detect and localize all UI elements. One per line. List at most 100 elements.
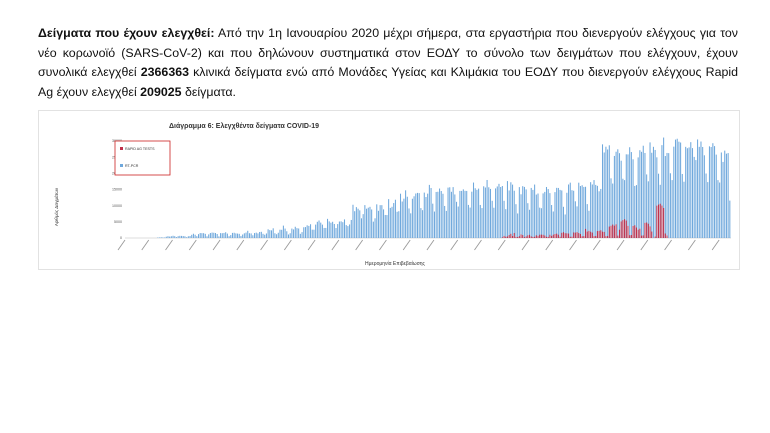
bar-rapid-ag — [510, 233, 512, 238]
bar-rt-pcr — [355, 207, 357, 238]
bar-rt-pcr — [237, 233, 239, 238]
bar-rapid-ag — [549, 234, 551, 238]
bar-rt-pcr — [569, 182, 571, 238]
bar-rt-pcr — [715, 154, 717, 238]
bar-rt-pcr — [498, 183, 500, 238]
bar-rt-pcr — [450, 191, 452, 238]
bar-rt-pcr — [192, 233, 194, 238]
chart-legend: RAPID AG TESTS RT-PCR — [114, 140, 171, 176]
bar-rt-pcr — [427, 193, 429, 238]
bar-rt-pcr — [530, 187, 532, 238]
bar-rt-pcr — [270, 230, 273, 238]
bar-rt-pcr — [464, 190, 466, 238]
x-tick-mark — [188, 239, 197, 251]
bar-rt-pcr — [586, 204, 588, 238]
bar-rapid-ag — [574, 232, 576, 238]
bar-rt-pcr — [552, 211, 554, 238]
bar-rapid-ag — [646, 222, 648, 238]
bar-rt-pcr — [289, 233, 291, 238]
bar-rt-pcr — [282, 225, 284, 238]
bar-rt-pcr — [688, 147, 690, 238]
bar-rt-pcr — [644, 152, 646, 238]
bar-rt-pcr — [298, 228, 300, 238]
bar-rapid-ag — [501, 237, 503, 238]
bar-rt-pcr — [559, 189, 561, 238]
bar-rt-pcr — [279, 229, 281, 238]
bar-rt-pcr — [242, 234, 244, 238]
bar-rt-pcr — [534, 184, 536, 238]
bar-rt-pcr — [165, 236, 167, 238]
legend-label-rapid: RAPID AG TESTS — [125, 147, 155, 151]
bar-rt-pcr — [333, 223, 335, 238]
x-tick-mark — [212, 239, 221, 251]
bar-rt-pcr — [293, 229, 295, 238]
bar-rapid-ag — [595, 235, 597, 238]
bar-rt-pcr — [481, 208, 483, 238]
bar-rt-pcr — [674, 139, 677, 238]
bar-rt-pcr — [452, 187, 454, 238]
bar-rt-pcr — [476, 189, 478, 238]
bar-rt-pcr — [598, 191, 600, 238]
bar-rapid-ag — [651, 231, 653, 238]
bar-rt-pcr — [605, 146, 607, 238]
bar-rapid-ag — [663, 207, 665, 238]
bar-rt-pcr — [197, 234, 200, 238]
chart-frame: Διάγραμμα 6: Ελεγχθέντα δείγματα COVID-1… — [38, 110, 740, 270]
bar-rapid-ag — [664, 233, 666, 238]
bar-rt-pcr — [169, 236, 171, 238]
tests-chart: Διάγραμμα 6: Ελεγχθέντα δείγματα COVID-1… — [53, 122, 731, 267]
bar-rt-pcr — [272, 228, 274, 238]
x-tick-mark — [141, 239, 150, 251]
bar-rt-pcr — [398, 211, 400, 238]
bar-rt-pcr — [316, 221, 318, 238]
bar-rt-pcr — [496, 186, 498, 238]
bar-rt-pcr — [544, 191, 546, 238]
bar-rt-pcr — [676, 138, 678, 238]
legend-label-pcr: RT-PCR — [125, 164, 139, 168]
bar-rt-pcr — [474, 188, 476, 238]
bar-rt-pcr — [613, 155, 615, 238]
bar-rapid-ag — [641, 235, 643, 238]
legend-swatch-rapid — [120, 147, 123, 150]
bar-rt-pcr — [294, 226, 296, 238]
bar-rapid-ag — [573, 232, 575, 238]
bar-rt-pcr — [340, 221, 342, 238]
bar-rt-pcr — [175, 237, 177, 238]
bar-rt-pcr — [686, 148, 688, 238]
bar-rt-pcr — [230, 235, 232, 238]
bar-rt-pcr — [583, 186, 585, 238]
bar-rt-pcr — [313, 229, 315, 238]
bar-rt-pcr — [566, 192, 568, 238]
bar-rapid-ag — [585, 228, 587, 238]
bar-rt-pcr — [231, 232, 233, 238]
bar-rt-pcr — [410, 213, 412, 238]
bar-rt-pcr — [325, 227, 327, 238]
bar-rt-pcr — [416, 192, 419, 238]
bar-rapid-ag — [535, 235, 537, 238]
bar-rapid-ag — [568, 233, 570, 238]
bar-rt-pcr — [547, 189, 549, 238]
bar-rt-pcr — [483, 186, 485, 238]
paragraph-text-2: κλινικά δείγματα ενώ από Μονάδες Υγείας … — [38, 65, 738, 99]
bar-rt-pcr — [540, 208, 542, 238]
x-tick-mark — [307, 239, 316, 251]
bar-rt-pcr — [669, 173, 671, 238]
bar-rapid-ag — [581, 236, 583, 238]
bar-rt-pcr — [478, 188, 480, 238]
bar-rapid-ag — [527, 235, 529, 238]
bar-rapid-ag — [579, 233, 581, 238]
bar-rt-pcr — [627, 154, 629, 238]
bar-rapid-ag — [559, 236, 561, 238]
bar-rt-pcr — [174, 236, 176, 238]
bar-rt-pcr — [625, 154, 627, 238]
bar-rapid-ag — [590, 231, 592, 238]
bar-rt-pcr — [418, 193, 420, 238]
bar-rt-pcr — [591, 184, 593, 238]
x-tick-mark — [426, 239, 435, 251]
bar-rt-pcr — [209, 232, 211, 238]
bar-rapid-ag — [627, 225, 629, 238]
bar-rapid-ag — [600, 230, 602, 238]
bar-rt-pcr — [422, 210, 424, 238]
bar-rt-pcr — [712, 143, 714, 238]
bar-rt-pcr — [182, 236, 184, 238]
